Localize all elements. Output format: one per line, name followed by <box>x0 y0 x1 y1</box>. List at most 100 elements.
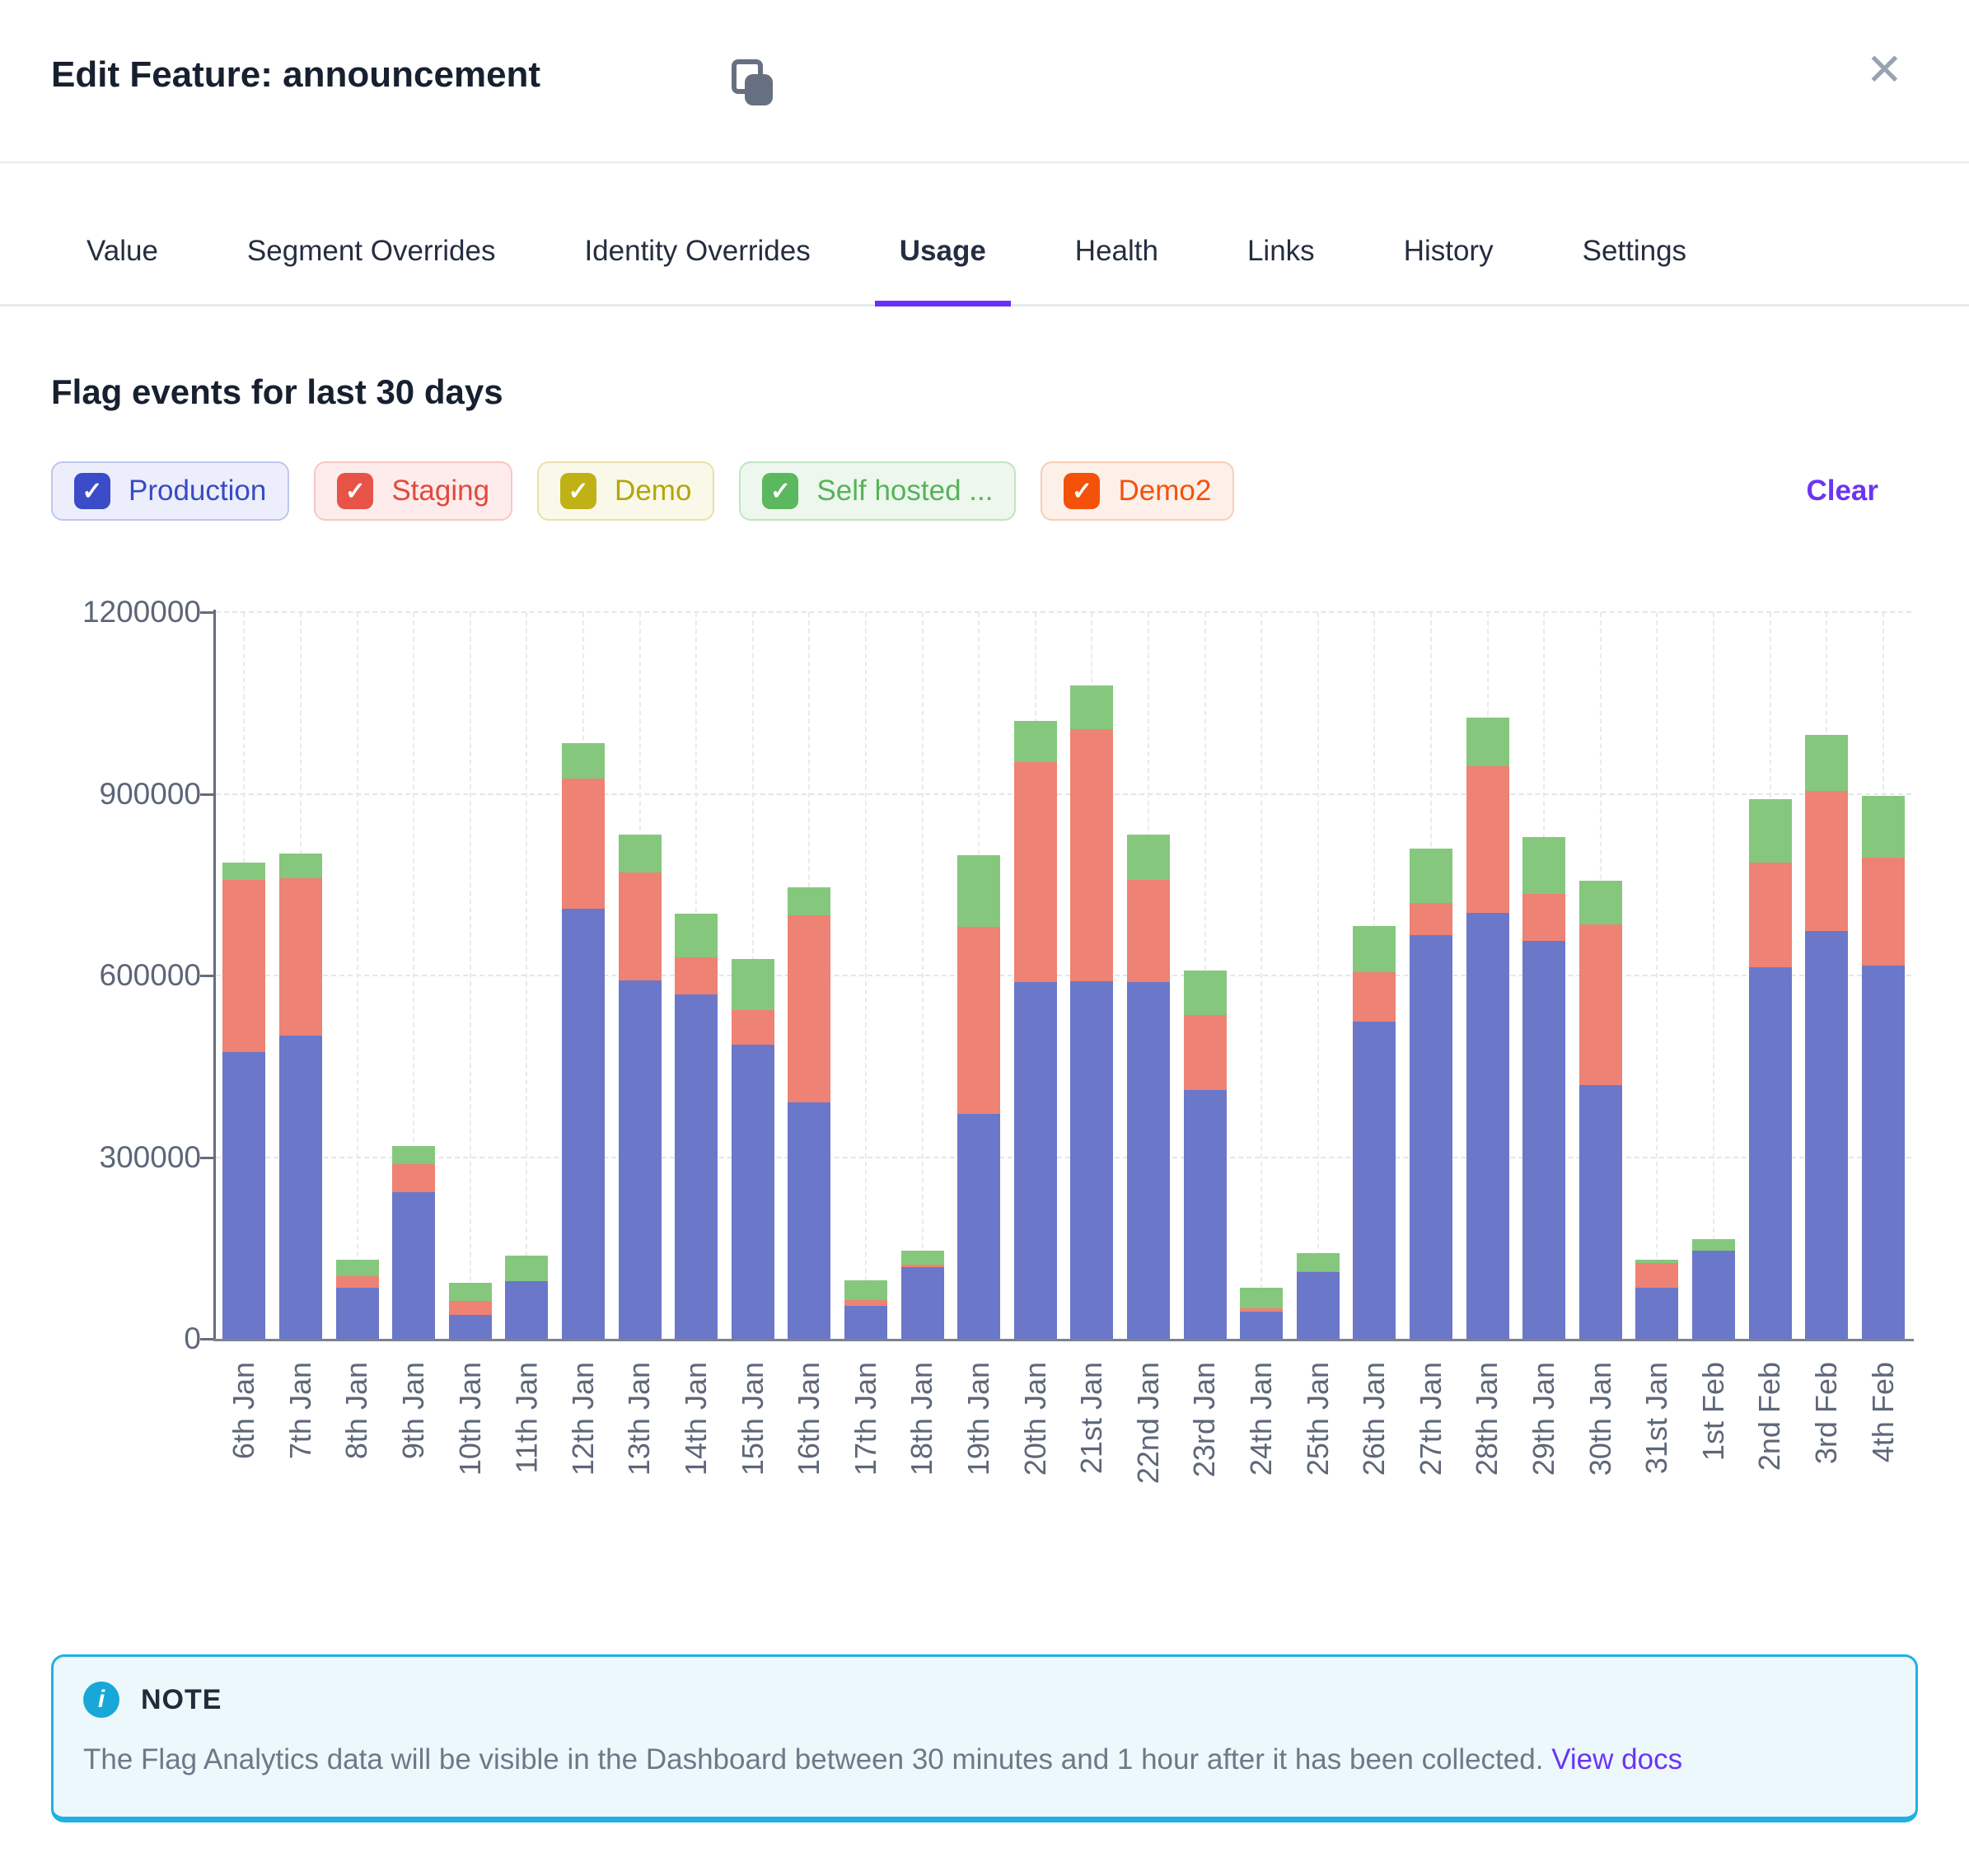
y-axis-label: 1200000 <box>82 595 201 629</box>
bar-segment-self-hosted <box>731 959 774 1010</box>
tab-usage[interactable]: Usage <box>874 235 1011 306</box>
bar-segment-staging <box>1183 1014 1227 1090</box>
bar-segment-staging <box>1522 893 1566 942</box>
bar-segment-production <box>900 1267 944 1339</box>
bar-segment-staging <box>731 1009 774 1045</box>
gridline-vertical <box>1543 612 1546 1339</box>
tab-value[interactable]: Value <box>87 235 158 267</box>
bar-segment-self-hosted <box>1691 1238 1735 1251</box>
x-axis-label: 13th Jan <box>622 1362 657 1476</box>
env-chip-demo[interactable]: ✓ Demo <box>537 461 715 521</box>
gridline-vertical <box>413 612 415 1339</box>
bar-segment-self-hosted <box>957 854 1001 928</box>
tab-links[interactable]: Links <box>1246 235 1315 267</box>
bar-segment-staging <box>957 927 1001 1114</box>
bar-segment-staging <box>1748 863 1792 968</box>
bar-segment-production <box>1409 935 1452 1339</box>
env-chip-production[interactable]: ✓ Production <box>51 461 290 521</box>
checkbox-checked-icon: ✓ <box>337 473 374 509</box>
x-axis-label: 14th Jan <box>679 1362 713 1476</box>
x-axis-label: 3rd Feb <box>1809 1362 1844 1465</box>
x-axis-label: 2nd Feb <box>1752 1362 1787 1471</box>
x-axis-label: 4th Feb <box>1865 1362 1900 1463</box>
bar-segment-production <box>278 1035 322 1339</box>
clear-button[interactable]: Clear <box>1806 475 1878 507</box>
gridline-vertical <box>1656 612 1658 1339</box>
bar-segment-production <box>448 1314 492 1339</box>
x-axis-label: 18th Jan <box>905 1362 939 1476</box>
bar-segment-production <box>561 909 605 1339</box>
y-axis-tick <box>200 1338 213 1340</box>
bar-segment-staging <box>618 873 662 980</box>
bar-segment-staging <box>1861 858 1905 966</box>
x-axis-label: 19th Jan <box>961 1362 996 1476</box>
x-axis-label: 7th Jan <box>283 1362 317 1460</box>
env-chip-label: Demo <box>615 475 692 507</box>
bar-segment-staging <box>1353 971 1396 1022</box>
bar-segment-staging <box>1070 728 1114 982</box>
bar-segment-production <box>222 1051 266 1339</box>
gridline-horizontal <box>216 1156 1911 1158</box>
bar-segment-self-hosted <box>1126 835 1170 880</box>
y-axis-label: 300000 <box>99 1139 201 1174</box>
y-axis-label: 900000 <box>99 776 201 811</box>
env-chip-staging[interactable]: ✓ Staging <box>314 461 513 521</box>
bar-segment-self-hosted <box>788 887 831 916</box>
bar-segment-production <box>1748 967 1792 1339</box>
tab-history[interactable]: History <box>1403 235 1494 267</box>
gridline-vertical <box>243 612 246 1339</box>
tab-identity-overrides[interactable]: Identity Overrides <box>584 235 811 267</box>
close-icon[interactable]: ✕ <box>1865 45 1903 95</box>
bar-segment-self-hosted <box>1296 1252 1340 1271</box>
bar-segment-staging <box>844 1299 887 1306</box>
bar-segment-production <box>505 1281 549 1339</box>
bar-segment-self-hosted <box>1409 849 1452 903</box>
tab-health[interactable]: Health <box>1074 235 1158 267</box>
bar-segment-production <box>1296 1272 1340 1339</box>
checkbox-checked-icon: ✓ <box>74 473 110 509</box>
gridline-horizontal <box>216 793 1911 795</box>
gridline-vertical <box>864 612 867 1339</box>
bar-segment-production <box>1635 1287 1679 1339</box>
bar-segment-self-hosted <box>561 743 605 779</box>
x-axis-label: 24th Jan <box>1244 1362 1279 1476</box>
y-axis-tick <box>200 793 213 796</box>
bar-segment-staging <box>1013 762 1057 983</box>
env-chip-self-hosted[interactable]: ✓ Self hosted ... <box>739 461 1017 521</box>
gridline-vertical <box>978 612 980 1339</box>
gridline-horizontal <box>216 975 1911 976</box>
copy-icon[interactable] <box>732 59 774 105</box>
bar-segment-production <box>1466 912 1509 1339</box>
bar-segment-staging <box>448 1301 492 1315</box>
tab-settings[interactable]: Settings <box>1582 235 1687 267</box>
environment-filter-row: ✓ Production ✓ Staging ✓ Demo ✓ Self hosted ...… <box>51 461 1905 521</box>
bar-segment-staging <box>335 1275 379 1289</box>
bar-segment-self-hosted <box>1635 1260 1679 1264</box>
env-chip-demo2[interactable]: ✓ Demo2 <box>1041 461 1235 521</box>
bar-segment-self-hosted <box>1578 881 1622 925</box>
gridline-vertical <box>695 612 698 1339</box>
env-chip-label: Staging <box>391 475 490 507</box>
x-axis-label: 10th Jan <box>452 1362 487 1476</box>
bar-segment-production <box>1522 941 1566 1339</box>
x-axis-label: 29th Jan <box>1527 1362 1561 1476</box>
bar-segment-self-hosted <box>1805 735 1849 791</box>
note-box: i NOTE The Flag Analytics data will be v… <box>51 1654 1918 1822</box>
gridline-vertical <box>1429 612 1432 1339</box>
bar-segment-self-hosted <box>618 835 662 873</box>
gridline-vertical <box>1147 612 1149 1339</box>
x-axis-label: 26th Jan <box>1357 1362 1391 1476</box>
bar-segment-production <box>1126 982 1170 1339</box>
gridline-vertical <box>1826 612 1828 1339</box>
bar-segment-production <box>1578 1085 1622 1339</box>
bar-segment-self-hosted <box>1013 721 1057 763</box>
bar-segment-staging <box>900 1265 944 1268</box>
gridline-vertical <box>1769 612 1771 1339</box>
view-docs-link[interactable]: View docs <box>1551 1743 1683 1775</box>
tab-segment-overrides[interactable]: Segment Overrides <box>246 235 496 267</box>
x-axis-label: 27th Jan <box>1413 1362 1448 1476</box>
gridline-vertical <box>808 612 811 1339</box>
header-divider <box>0 161 1969 163</box>
env-chip-label: Demo2 <box>1118 475 1212 507</box>
